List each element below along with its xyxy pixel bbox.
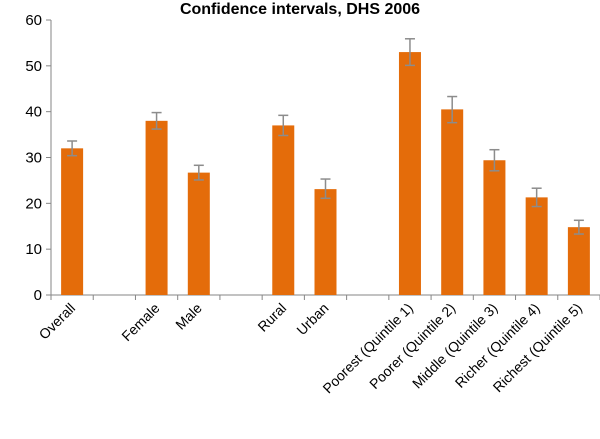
category-label: Female bbox=[118, 300, 162, 344]
bar bbox=[272, 125, 295, 296]
y-tick-label: 0 bbox=[34, 287, 42, 304]
bar bbox=[525, 197, 548, 295]
y-tick-label: 60 bbox=[25, 12, 42, 29]
y-tick-label: 20 bbox=[25, 195, 42, 212]
y-tick-label: 40 bbox=[25, 104, 42, 121]
error-bars bbox=[67, 38, 584, 235]
bar bbox=[483, 160, 506, 295]
category-label: Male bbox=[172, 300, 205, 333]
y-axis: 0 10 20 30 40 50 60 bbox=[25, 12, 52, 304]
chart-title: Confidence intervals, DHS 2006 bbox=[180, 1, 420, 18]
bar bbox=[61, 148, 84, 295]
bar bbox=[145, 120, 168, 295]
bar bbox=[567, 227, 590, 295]
bar bbox=[398, 52, 421, 296]
bars bbox=[61, 52, 590, 296]
bar bbox=[441, 109, 464, 295]
category-label: Overall bbox=[36, 300, 79, 343]
category-label: Rural bbox=[254, 300, 289, 335]
y-tick-label: 30 bbox=[25, 150, 42, 167]
y-tick-label: 10 bbox=[25, 241, 42, 258]
category-label: Urban bbox=[293, 300, 331, 338]
x-axis bbox=[50, 294, 600, 300]
bar bbox=[314, 189, 337, 295]
y-tick-label: 50 bbox=[25, 58, 42, 75]
bar bbox=[187, 172, 210, 295]
